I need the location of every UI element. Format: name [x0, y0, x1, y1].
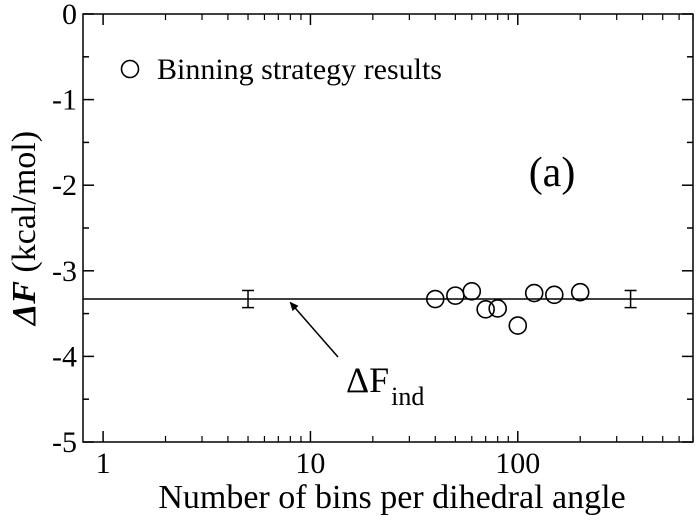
y-tick-label: -4 — [52, 340, 77, 373]
data-point — [462, 282, 482, 301]
data-point — [476, 300, 495, 319]
x-tick-label: 1 — [96, 447, 111, 480]
y-axis-label: ΔF (kcal/mol) — [6, 131, 43, 327]
y-axis-unit: (kcal/mol) — [6, 131, 43, 281]
data-point — [570, 282, 590, 302]
data-point — [524, 283, 544, 303]
data-point — [488, 299, 507, 318]
y-tick-label: -5 — [52, 426, 77, 459]
y-tick-label: 0 — [62, 0, 77, 31]
legend-marker — [120, 59, 140, 79]
data-point — [425, 289, 445, 309]
annotation-subscript: ind — [391, 382, 424, 411]
data-point — [508, 316, 528, 335]
annotation-symbol: ΔF — [346, 360, 389, 400]
legend-label: Binning strategy results — [157, 53, 442, 86]
x-axis-label: Number of bins per dihedral angle — [158, 479, 625, 516]
annotation-label: ΔFind — [346, 360, 424, 411]
annotation-arrow — [289, 301, 339, 358]
panel-label: (a) — [529, 150, 576, 196]
x-tick-label: 100 — [495, 447, 540, 480]
y-tick-label: -1 — [52, 84, 77, 117]
x-tick-label: 10 — [295, 447, 325, 480]
y-tick-label: -2 — [52, 169, 77, 202]
data-point — [446, 286, 465, 305]
y-axis-symbol: ΔF — [6, 281, 43, 327]
data-point — [544, 285, 564, 305]
y-tick-label: -3 — [52, 255, 77, 288]
